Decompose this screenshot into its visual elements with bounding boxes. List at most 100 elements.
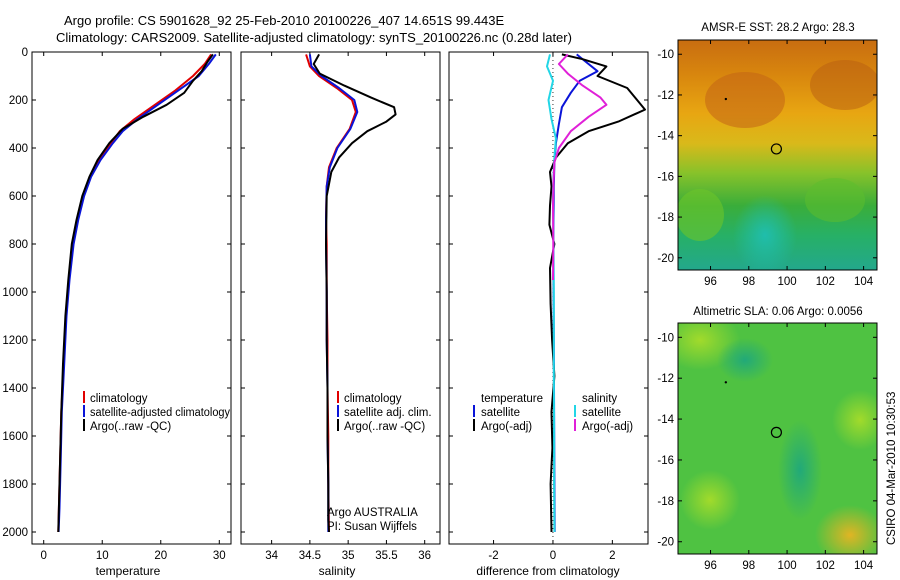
- x-tick-label: 10: [96, 550, 109, 562]
- sla-high-patch: [832, 390, 877, 450]
- legend-climatology-label: climatology: [90, 393, 148, 405]
- float-owner-label: Argo AUSTRALIA: [327, 507, 418, 519]
- sst-green-patch: [678, 189, 724, 241]
- difference-series: [546, 53, 646, 533]
- depth-tick-label: 600: [9, 191, 28, 203]
- sla-map-axes: 96 98 100 102 104 -10 -12 -14 -16 -18 -20: [657, 323, 877, 572]
- sla-high-patch: [680, 470, 740, 530]
- legend-satellite-label: satellite-adjusted climatology: [90, 407, 230, 419]
- x-tick-label: -2: [488, 550, 498, 562]
- x-tick-label: 34.5: [299, 550, 321, 562]
- legend-temp-argo-label: Argo(-adj): [481, 421, 532, 433]
- sst-map-axes: 96 98 100 102 104 -10 -12 -14 -16 -18 -20: [657, 40, 877, 288]
- map-y-tick-label: -16: [657, 455, 674, 467]
- sst-cool-patch: [733, 195, 797, 270]
- map-y-tick-label: -20: [657, 253, 674, 265]
- map-y-tick-label: -10: [657, 332, 674, 344]
- sst-secondary-marker: [724, 97, 728, 101]
- sla-positive-patch: [815, 505, 877, 554]
- sla-low-patch: [717, 338, 773, 382]
- sst-profile-marker: [770, 143, 783, 155]
- depth-tick-label: 1600: [2, 431, 28, 443]
- sst-green-patch: [805, 178, 865, 222]
- series-line-temperature-argo: [548, 53, 646, 533]
- legend-sal-satellite-label: satellite: [582, 407, 621, 419]
- temperature-x-axis: 0 10 20 30: [41, 52, 226, 562]
- float-pi-label: PI: Susan Wijffels: [327, 521, 417, 533]
- sst-map-frame: [677, 39, 878, 271]
- x-tick-label: 36: [418, 550, 431, 562]
- map-y-tick-label: -12: [657, 373, 674, 385]
- salinity-legend: climatology satellite adj. clim. Argo(..…: [327, 391, 432, 533]
- depth-tick-label: 400: [9, 143, 28, 155]
- depth-tick-label: 1200: [2, 335, 28, 347]
- map-y-tick-label: -18: [657, 212, 674, 224]
- map-x-tick-label: 104: [854, 560, 874, 572]
- x-tick-label: 0: [41, 550, 47, 562]
- depth-tick-label: 200: [9, 95, 28, 107]
- legend-climatology-label: climatology: [344, 393, 402, 405]
- x-tick-label: 2: [609, 550, 615, 562]
- temperature-series: [57, 53, 217, 533]
- legend-argo-label: Argo(..raw -QC): [90, 421, 171, 433]
- temperature-panel-frame: [31, 51, 232, 545]
- legend-temp-satellite-label: satellite: [481, 407, 520, 419]
- depth-tick-label: 0: [22, 47, 28, 59]
- x-tick-label: 20: [154, 550, 167, 562]
- depth-axis: 0 200 400 600 800 1000 1200 1400 1600 1800 2000: [2, 47, 648, 539]
- timestamp-stamp: CSIRO 04-Mar-2010 10:30:53: [886, 392, 898, 545]
- map-x-tick-label: 96: [704, 560, 717, 572]
- legend-argo-label: Argo(..raw -QC): [344, 421, 425, 433]
- map-x-tick-label: 104: [854, 276, 874, 288]
- x-tick-label: 0: [550, 550, 556, 562]
- sla-secondary-marker: [724, 381, 728, 384]
- map-y-tick-label: -14: [657, 414, 674, 426]
- sla-map-title: Altimetric SLA: 0.06 Argo: 0.0056: [693, 306, 862, 318]
- depth-tick-label: 1400: [2, 383, 28, 395]
- series-line-argo: [312, 53, 397, 533]
- map-x-tick-label: 102: [816, 276, 835, 288]
- series-line-satellite: [57, 53, 217, 533]
- sla-low-patch: [778, 420, 822, 520]
- map-y-tick-label: -20: [657, 537, 674, 549]
- map-y-tick-label: -10: [657, 49, 674, 61]
- difference-xlabel: difference from climatology: [476, 564, 619, 578]
- map-x-tick-label: 98: [742, 560, 755, 572]
- legend-temperature-title: temperature: [481, 393, 543, 405]
- salinity-xlabel: salinity: [319, 564, 356, 578]
- x-tick-label: 34: [265, 550, 278, 562]
- salinity-panel-frame: [240, 51, 441, 545]
- map-x-tick-label: 96: [704, 276, 717, 288]
- legend-sal-argo-label: Argo(-adj): [582, 421, 633, 433]
- map-x-tick-label: 100: [777, 560, 796, 572]
- sst-warm-patch: [810, 60, 877, 110]
- figure-title-line1: Argo profile: CS 5901628_92 25-Feb-2010 …: [64, 13, 505, 28]
- temperature-xlabel: temperature: [96, 564, 161, 578]
- difference-panel-frame: [448, 51, 649, 545]
- sst-heatmap: [678, 40, 877, 270]
- x-tick-label: 30: [213, 550, 226, 562]
- depth-tick-label: 1800: [2, 479, 28, 491]
- depth-tick-label: 2000: [2, 527, 28, 539]
- salinity-x-axis: 34 34.5 35 35.5 36: [265, 52, 431, 562]
- depth-tick-label: 800: [9, 239, 28, 251]
- sst-warm-patch: [705, 72, 785, 128]
- map-y-tick-label: -14: [657, 131, 674, 143]
- map-y-tick-label: -18: [657, 496, 674, 508]
- depth-tick-label: 1000: [2, 287, 28, 299]
- sla-profile-marker: [770, 426, 783, 438]
- map-x-tick-label: 102: [816, 560, 835, 572]
- x-tick-label: 35.5: [375, 550, 397, 562]
- temperature-legend: climatology satellite-adjusted climatolo…: [83, 391, 230, 433]
- figure-title-line2: Climatology: CARS2009. Satellite-adjuste…: [56, 30, 572, 45]
- legend-salinity-title: salinity: [582, 393, 617, 405]
- sst-map-title: AMSR-E SST: 28.2 Argo: 28.3: [701, 22, 854, 34]
- map-y-tick-label: -16: [657, 171, 674, 183]
- map-x-tick-label: 100: [777, 276, 796, 288]
- series-line-climatology: [57, 53, 212, 533]
- x-tick-label: 35: [342, 550, 355, 562]
- series-line-argo: [57, 53, 214, 533]
- sla-map-frame: [677, 322, 878, 555]
- map-y-tick-label: -12: [657, 90, 674, 102]
